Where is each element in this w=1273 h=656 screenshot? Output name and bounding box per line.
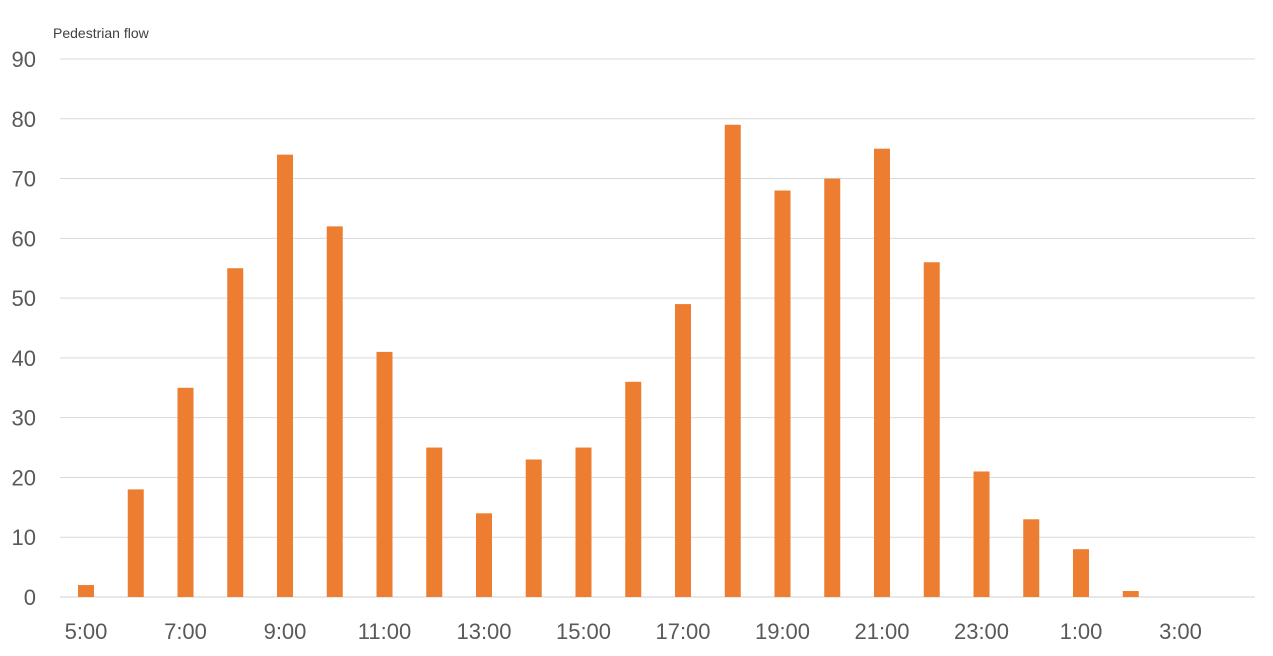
x-tick-label: 9:00 <box>264 619 307 644</box>
y-tick-label: 90 <box>12 47 36 72</box>
y-tick-label: 10 <box>12 525 36 550</box>
gridlines <box>60 58 1255 598</box>
bar <box>874 148 890 597</box>
y-tick-label: 30 <box>12 406 36 431</box>
x-tick-label: 1:00 <box>1060 619 1103 644</box>
y-axis-label: Pedestrian flow <box>53 25 150 41</box>
bar <box>923 262 940 597</box>
bar <box>724 124 741 597</box>
bar <box>426 447 443 597</box>
x-tick-label: 21:00 <box>854 619 909 644</box>
bar <box>277 154 293 597</box>
bar <box>177 387 194 597</box>
x-tick-label: 5:00 <box>65 619 108 644</box>
x-tick-label: 7:00 <box>164 619 207 644</box>
bar <box>575 447 592 597</box>
bar <box>127 489 144 597</box>
y-tick-label: 20 <box>12 465 36 490</box>
x-tick-label: 23:00 <box>954 619 1009 644</box>
x-tick-labels: 5:00 7:00 9:00 11:00 13:00 15:00 17:00 19:00 21:… <box>65 619 1202 644</box>
bar <box>675 304 691 597</box>
bar <box>1122 591 1139 597</box>
y-tick-label: 80 <box>12 107 36 132</box>
bar <box>525 459 542 597</box>
y-tick-labels: 0 10 20 30 40 50 60 70 80 90 <box>12 47 36 610</box>
bar <box>774 190 791 597</box>
bars <box>78 124 1139 598</box>
x-tick-label: 15:00 <box>556 619 611 644</box>
bar <box>1073 549 1089 597</box>
x-tick-label: 13:00 <box>456 619 511 644</box>
bar <box>476 513 492 597</box>
y-tick-label: 70 <box>12 167 36 192</box>
bar <box>824 178 841 598</box>
y-tick-label: 40 <box>12 346 36 371</box>
bar <box>973 471 990 597</box>
bar <box>326 226 343 597</box>
y-tick-label: 60 <box>12 226 36 251</box>
x-tick-label: 19:00 <box>755 619 810 644</box>
x-tick-label: 3:00 <box>1159 619 1202 644</box>
bar <box>625 381 642 597</box>
bar <box>376 351 393 597</box>
x-tick-label: 17:00 <box>655 619 710 644</box>
y-tick-label: 50 <box>12 286 36 311</box>
x-tick-label: 11:00 <box>358 619 411 644</box>
bar <box>227 268 244 597</box>
y-tick-label: 0 <box>24 585 36 610</box>
bar <box>78 585 94 597</box>
bar <box>1023 519 1040 597</box>
